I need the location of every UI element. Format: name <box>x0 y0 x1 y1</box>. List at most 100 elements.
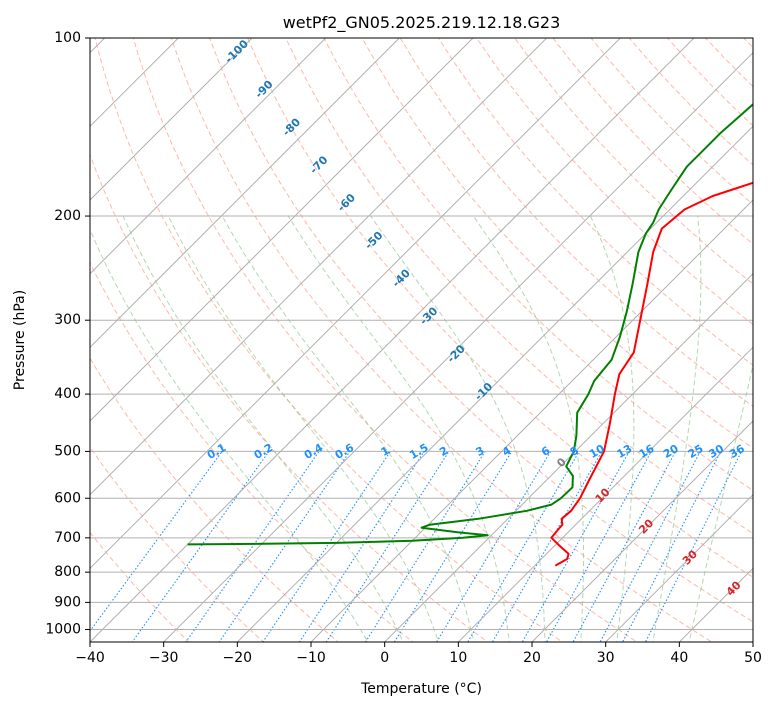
background-lines <box>0 11 775 654</box>
y-tick-label: 200 <box>54 208 81 224</box>
dry-adiabat <box>590 38 753 206</box>
dewpoint-line <box>187 103 753 546</box>
mixing-ratio-line <box>364 451 486 642</box>
dry-adiabat <box>361 38 753 449</box>
isotherm-label: -90 <box>252 78 275 101</box>
dry-adiabat <box>666 38 753 127</box>
isotherm-label: -60 <box>335 191 358 214</box>
y-axis: 1000 900 800 700 600 500 400 300 200 100 <box>45 30 90 637</box>
y-tick-label: 400 <box>54 386 81 402</box>
isotherm-line <box>752 641 753 642</box>
mixing-ratio-line <box>599 451 701 642</box>
isotherm-line <box>0 11 58 654</box>
mixing-ratio-line <box>90 451 223 632</box>
dry-adiabat <box>90 261 414 642</box>
isotherm-line <box>236 125 753 642</box>
moist-adiabat <box>370 215 546 642</box>
moist-adiabat <box>472 215 584 642</box>
isotherm-line <box>90 38 327 275</box>
isotherm-line <box>90 38 695 642</box>
y-tick-label: 1000 <box>45 621 81 637</box>
dry-adiabat <box>132 38 638 642</box>
mixing-ratio-label: 0.1 <box>205 441 228 462</box>
isotherm-line <box>90 38 474 422</box>
x-tick-label: 20 <box>523 650 541 666</box>
isotherm-label: -30 <box>417 304 440 327</box>
isobar-grid <box>90 38 753 630</box>
isotherm-line <box>90 38 180 128</box>
mixing-ratio-line <box>393 451 513 642</box>
line-labels: -100-90-80-70-60-50-40-30-20-10010203040… <box>205 38 747 599</box>
mixing-ratio-label: 0.6 <box>333 441 357 462</box>
isotherm-label: 40 <box>724 578 744 598</box>
mixing-ratio-line <box>218 451 351 642</box>
dry-adiabat <box>285 38 753 535</box>
mixing-ratio-label: 10 <box>587 442 607 461</box>
temperature-line <box>550 181 753 567</box>
isotherm-line <box>90 38 548 496</box>
isotherm-label: -80 <box>280 115 303 138</box>
y-tick-label: 900 <box>54 594 81 610</box>
dry-adiabat <box>90 446 265 642</box>
chart-title: wetPf2_GN05.2025.219.12.18.G23 <box>283 13 561 33</box>
x-axis-label: Temperature (°C) <box>360 681 482 697</box>
mixing-ratio-line <box>325 451 450 642</box>
dry-adiabat <box>247 38 753 578</box>
mixing-ratio-label: 1.5 <box>407 441 430 462</box>
isotherm-label: -40 <box>390 266 413 289</box>
mixing-ratio-line <box>622 451 722 642</box>
isotherm-line <box>383 272 753 642</box>
mixing-ratio-line <box>185 451 320 642</box>
dry-adiabat <box>514 38 753 285</box>
y-axis-label: Pressure (hPa) <box>12 290 28 390</box>
dry-adiabat <box>755 11 775 654</box>
isotherm-line <box>162 51 753 642</box>
mixing-ratio-line <box>435 451 552 642</box>
dry-adiabat <box>170 38 713 642</box>
x-tick-label: −40 <box>75 650 105 666</box>
isotherm-label: -10 <box>472 380 495 403</box>
dry-adiabat <box>476 38 753 326</box>
mixing-ratio-label: 20 <box>661 442 681 461</box>
dry-adiabat <box>90 357 339 642</box>
mixing-ratio-line <box>467 451 580 642</box>
mixing-ratio-label: 13 <box>615 442 635 461</box>
dry-adiabat <box>90 531 190 642</box>
dry-adiabat <box>399 38 753 408</box>
moist-adiabat <box>589 215 635 642</box>
isotherm-line <box>531 420 753 642</box>
moist-adiabat <box>652 215 702 642</box>
x-tick-label: 40 <box>670 650 688 666</box>
mixing-ratio-line <box>262 451 391 642</box>
mixing-ratio-label: 36 <box>727 442 747 461</box>
isotherm-line <box>310 199 753 642</box>
mixing-ratio-label: 16 <box>637 442 657 461</box>
mixing-ratio-line <box>131 451 270 642</box>
moist-adiabat <box>688 362 753 642</box>
mixing-ratio-line <box>644 451 742 642</box>
mixing-ratio-line <box>545 451 652 642</box>
isotherm-label: -70 <box>307 153 330 176</box>
y-tick-label: 500 <box>54 443 81 459</box>
mixing-ratio-line <box>521 451 630 642</box>
isotherm-label: -20 <box>445 342 468 365</box>
x-tick-label: 50 <box>744 650 762 666</box>
isotherm-label: 10 <box>593 485 613 505</box>
dry-adiabat <box>90 153 489 642</box>
dry-adiabat <box>208 38 753 623</box>
isotherm-line <box>457 346 753 642</box>
x-axis: −40 −30 −20 −10 0 10 20 30 40 50 <box>75 642 762 666</box>
isotherm-line <box>604 493 753 642</box>
moist-adiabat <box>221 215 475 642</box>
x-tick-label: −30 <box>149 650 179 666</box>
mixing-ratio-label: 30 <box>706 442 726 461</box>
moist-adiabat <box>90 228 369 642</box>
x-tick-label: 0 <box>380 650 389 666</box>
dry-adiabat <box>743 38 753 49</box>
y-tick-label: 800 <box>54 564 81 580</box>
x-tick-label: 10 <box>449 650 467 666</box>
isotherm-line <box>90 38 401 349</box>
isotherm-line <box>90 38 622 570</box>
dry-adiabat <box>94 38 564 642</box>
